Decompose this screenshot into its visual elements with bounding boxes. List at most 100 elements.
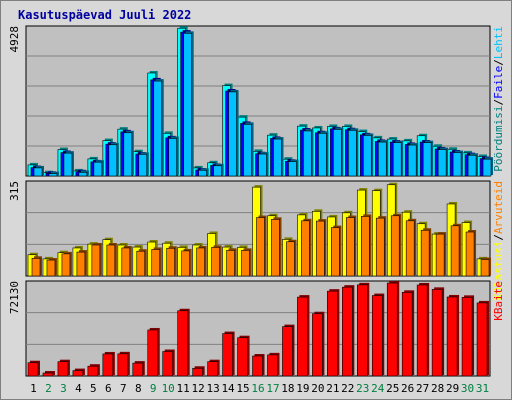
bar-pages-day-17 [273, 137, 284, 177]
bar-kbytes-day-23 [356, 282, 370, 377]
bar-pages-day-19 [303, 128, 314, 177]
bar-sites-day-10 [166, 246, 177, 277]
bar-kbytes-day-26 [401, 290, 415, 377]
x-tick-label: 1 [30, 382, 37, 395]
bar-kbytes-day-25 [386, 281, 400, 377]
x-tick-label: 8 [135, 382, 142, 395]
bar-kbytes-day-17 [267, 352, 280, 377]
bar-kbytes-day-19 [297, 295, 310, 377]
bar-pages-day-25 [392, 140, 404, 177]
bar-sites-day-22 [346, 215, 357, 277]
bar-pages-day-23 [362, 133, 374, 177]
bar-kbytes-day-5 [87, 364, 100, 377]
x-tick-label: 9 [150, 382, 157, 395]
bar-sites-day-5 [91, 243, 102, 277]
bar-kbytes-day-7 [117, 351, 130, 377]
bar-sites-day-30 [465, 230, 477, 277]
x-tick-label: 23 [356, 382, 369, 395]
x-tick-label: 28 [431, 382, 444, 395]
bar-sites-day-24 [375, 216, 387, 277]
bar-sites-day-26 [405, 218, 417, 277]
x-tick-label: 21 [326, 382, 339, 395]
x-tick-label: 25 [386, 382, 399, 395]
x-tick-label: 14 [221, 382, 235, 395]
x-tick-label: 16 [251, 382, 264, 395]
bar-kbytes-day-13 [207, 359, 220, 377]
x-tick-label: 30 [461, 382, 474, 395]
bar-sites-day-15 [241, 248, 252, 277]
bar-pages-day-12 [198, 168, 209, 177]
bar-pages-day-7 [123, 130, 134, 177]
bar-sites-day-27 [420, 228, 432, 277]
bar-kbytes-day-24 [371, 293, 385, 377]
bar-pages-day-6 [108, 142, 119, 177]
bar-kbytes-day-15 [237, 335, 250, 377]
bar-pages-day-31 [482, 157, 494, 177]
legend-entry-kbytes: KBaite [492, 281, 505, 321]
x-tick-label: 22 [341, 382, 354, 395]
x-tick-label: 4 [75, 382, 82, 395]
bar-kbytes-day-29 [446, 294, 460, 377]
x-tick-label: 29 [446, 382, 459, 395]
x-tick-label: 3 [60, 382, 67, 395]
bar-sites-day-23 [360, 214, 372, 277]
bar-kbytes-day-27 [416, 282, 430, 377]
legend-entry-pages: Lehti [492, 26, 505, 59]
bar-sites-day-19 [301, 218, 312, 277]
bar-sites-day-29 [450, 223, 462, 277]
bar-sites-day-31 [480, 257, 492, 277]
bar-pages-day-29 [452, 150, 464, 177]
bar-pages-day-18 [288, 159, 299, 177]
legend-middle-panel: Külastusi/Arvuteid [492, 181, 505, 300]
bar-sites-day-28 [435, 232, 447, 277]
x-tick-label: 12 [192, 382, 205, 395]
bar-kbytes-day-8 [132, 361, 145, 377]
bar-kbytes-day-20 [312, 311, 325, 377]
bar-pages-day-5 [93, 160, 104, 177]
x-tick-label: 5 [90, 382, 97, 395]
bar-kbytes-day-16 [252, 354, 265, 377]
bar-pages-day-3 [63, 151, 74, 177]
bar-pages-day-26 [407, 143, 419, 177]
x-tick-label: 26 [401, 382, 414, 395]
x-tick-label: 13 [206, 382, 219, 395]
bar-sites-day-4 [76, 250, 87, 277]
panel-pages-files-hits [25, 25, 494, 177]
bar-pages-day-24 [377, 140, 389, 177]
bar-sites-day-12 [196, 245, 207, 277]
x-tick-label: 24 [371, 382, 385, 395]
bar-pages-day-14 [228, 89, 239, 177]
x-axis-day-labels: 1 2 3 4 5 6 7 8 9 10 11 12 13 14 15 16 17 18 19 20 21 22 23 24 2… [30, 382, 489, 395]
chart-title: Kasutuspäevad Juuli 2022 [18, 8, 191, 22]
x-tick-label: 11 [177, 382, 190, 395]
bar-kbytes-day-11 [177, 308, 190, 377]
legend-entry-files: Faile [492, 66, 505, 99]
legend-entry-hits: Pöördumisi [492, 106, 505, 172]
bar-kbytes-day-4 [72, 368, 85, 377]
x-tick-label: 18 [281, 382, 294, 395]
bar-kbytes-day-1 [27, 360, 40, 377]
bar-kbytes-day-14 [222, 331, 235, 377]
bar-sites-day-9 [151, 247, 162, 277]
bar-pages-day-27 [422, 140, 434, 177]
bar-pages-day-2 [48, 171, 59, 177]
x-tick-label: 2 [45, 382, 52, 395]
bar-sites-day-20 [316, 219, 327, 277]
bar-sites-day-6 [106, 243, 117, 277]
x-tick-label: 31 [476, 382, 489, 395]
bar-sites-day-18 [286, 239, 297, 277]
bar-sites-day-25 [390, 213, 402, 277]
x-tick-label: 27 [416, 382, 429, 395]
legend-top-panel: Pöördumisi/Faile/Lehti [492, 26, 505, 172]
bar-kbytes-day-10 [162, 349, 175, 377]
bar-pages-day-22 [348, 128, 359, 177]
bar-sites-day-2 [46, 258, 57, 277]
bar-kbytes-day-28 [431, 287, 445, 377]
bar-pages-day-15 [243, 122, 254, 177]
y-max-label-top: 4928 [8, 26, 21, 53]
x-tick-label: 17 [266, 382, 279, 395]
bar-sites-day-7 [121, 245, 132, 277]
bar-sites-day-1 [31, 256, 42, 277]
bar-sites-day-13 [211, 245, 222, 277]
